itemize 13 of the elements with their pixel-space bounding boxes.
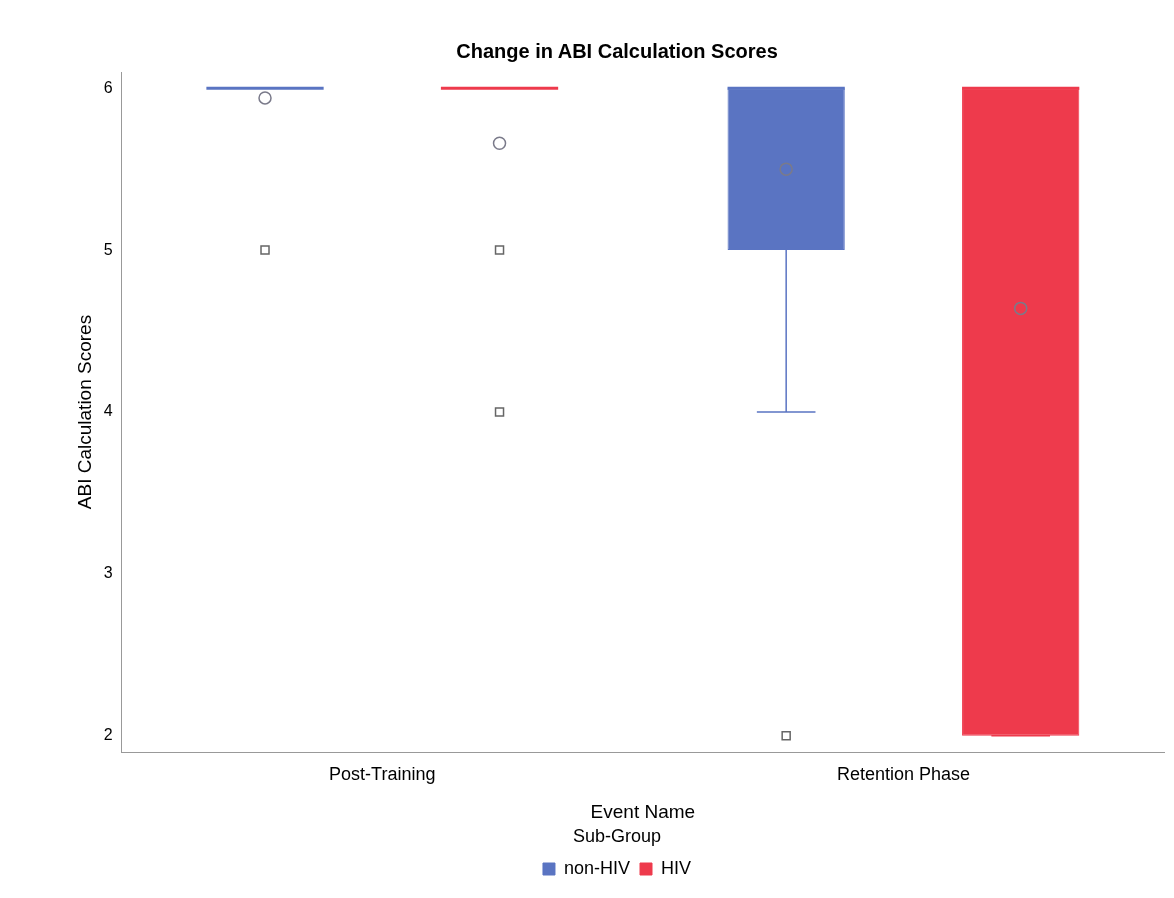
y-tick-label: 6 <box>103 78 113 96</box>
legend-label: non-HIV <box>563 857 631 878</box>
chart-title: Change in ABI Calculation Scores <box>456 39 778 62</box>
y-tick-label: 4 <box>103 402 113 420</box>
y-tick-label: 5 <box>103 240 113 258</box>
y-axis-title: ABI Calculation Scores <box>73 314 95 510</box>
y-tick-label: 2 <box>103 726 113 744</box>
legend-label: HIV <box>661 857 692 878</box>
x-tick-label: Retention Phase <box>836 763 970 784</box>
y-tick-label: 3 <box>103 564 113 582</box>
x-tick-label: Post-Training <box>329 763 436 784</box>
legend-title: Sub-Group <box>572 826 662 847</box>
x-axis-title: Event Name <box>590 801 696 823</box>
